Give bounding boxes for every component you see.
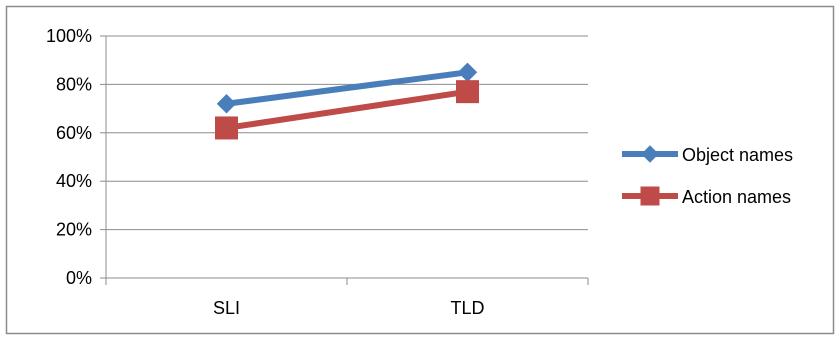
y-tick-label: 80%	[56, 74, 92, 94]
chart-border	[5, 5, 835, 335]
series	[215, 62, 479, 140]
legend-item: Object names	[622, 145, 793, 165]
square-marker	[456, 80, 479, 104]
series-line	[226, 88, 468, 131]
legend: Object names Action names	[622, 145, 793, 207]
gridlines	[106, 35, 588, 231]
series-action-names	[215, 80, 479, 140]
y-axis-ticks: 0% 20% 40% 60% 80% 100%	[46, 26, 106, 288]
axes	[105, 36, 588, 279]
series-line	[226, 69, 468, 107]
diamond-marker	[457, 62, 478, 83]
y-tick-label: 100%	[46, 26, 92, 46]
series-object-names	[216, 62, 478, 114]
square-marker	[215, 116, 238, 140]
legend-item: Action names	[622, 186, 791, 207]
diamond-marker	[216, 94, 237, 114]
x-category-label: SLI	[213, 298, 240, 318]
legend-label: Object names	[682, 145, 793, 165]
diamond-marker	[641, 145, 659, 163]
y-tick-label: 0%	[66, 268, 92, 288]
legend-label: Action names	[682, 187, 791, 207]
x-category-label: TLD	[450, 298, 484, 318]
y-tick-label: 60%	[56, 123, 92, 143]
y-tick-label: 20%	[56, 220, 92, 240]
y-tick-label: 40%	[56, 171, 92, 191]
x-axis-ticks: SLI TLD	[105, 278, 589, 318]
square-marker	[640, 186, 660, 206]
